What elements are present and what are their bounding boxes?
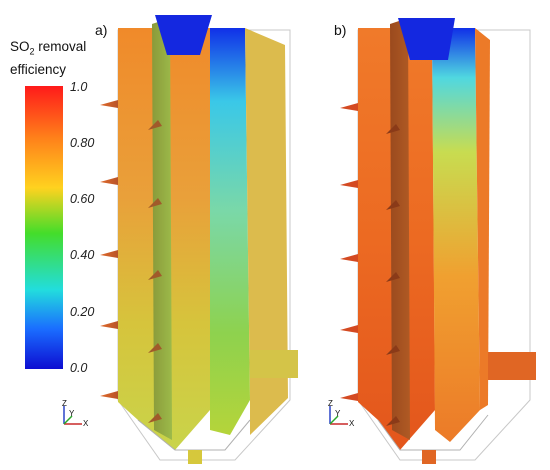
inner-wall <box>152 18 172 440</box>
legend-tick-060: 0.60 <box>70 192 95 206</box>
color-bar <box>25 86 63 369</box>
axis-y-label: Y <box>69 409 75 418</box>
legend-tick-1: 1.0 <box>70 80 88 94</box>
nozzle-group <box>100 100 162 423</box>
axis-x-label: X <box>349 419 355 428</box>
panel-b-reactor <box>340 18 536 464</box>
legend-title-line2: efficiency <box>10 61 67 77</box>
legend-tick-040: 0.40 <box>70 248 95 262</box>
legend-tick-020: 0.20 <box>70 305 95 319</box>
legend-tick-080: 0.80 <box>70 136 95 150</box>
panel-b-label: b) <box>334 22 347 38</box>
reactor-core <box>210 28 250 435</box>
panel-a-reactor <box>100 15 298 464</box>
bottom-drain <box>422 450 436 464</box>
axis-triad-a: Z Y X <box>62 399 89 428</box>
legend-tick-0: 0.0 <box>70 361 88 375</box>
bottom-drain <box>188 450 202 464</box>
legend-title-main: SO <box>10 39 30 54</box>
reactor-body-right <box>245 28 288 435</box>
nozzle-group <box>340 103 400 426</box>
top-inlet <box>398 18 455 60</box>
inner-wall <box>390 18 410 440</box>
legend-title-subscript: 2 <box>29 46 35 57</box>
axis-triad-b: Z Y X <box>328 399 355 428</box>
reactor-body-right <box>475 28 490 410</box>
side-outlet <box>488 352 536 380</box>
legend-title-rest: removal <box>34 39 87 54</box>
side-outlet <box>250 350 298 378</box>
legend-title: SO2 removal efficiency <box>10 38 86 79</box>
axis-z-label: Z <box>328 399 333 408</box>
axis-x-label: X <box>83 419 89 428</box>
axis-y-label: Y <box>335 409 341 418</box>
reactor-core <box>432 28 480 442</box>
panel-a-label: a) <box>95 22 108 38</box>
axis-z-label: Z <box>62 399 67 408</box>
top-inlet <box>155 15 212 55</box>
